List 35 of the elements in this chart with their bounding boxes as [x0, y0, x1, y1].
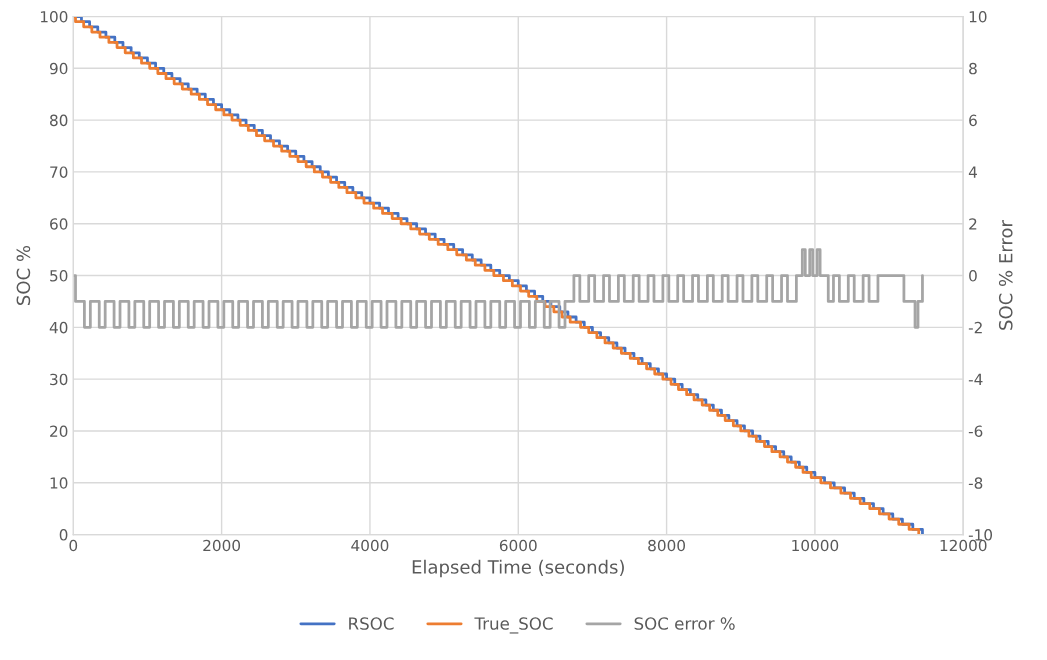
- x-tick-label: 6000: [499, 539, 537, 552]
- y2-tick-label: -10: [968, 529, 993, 541]
- y2-tick-label: 6: [969, 114, 977, 127]
- x-tick-label: 0: [69, 539, 78, 552]
- y-tick-label: 40: [49, 321, 68, 334]
- x-tick-label: 8000: [648, 539, 686, 552]
- y-tick-label: 0: [59, 529, 68, 541]
- y2-tick-label: 8: [969, 62, 977, 75]
- y-tick-label: 20: [50, 425, 68, 437]
- y2-tick-label: 2: [969, 218, 977, 230]
- y-tick-label: 100: [40, 10, 68, 23]
- y-tick-label: 50: [50, 270, 68, 282]
- y-tick-label: 10: [50, 477, 68, 489]
- y-tick-label: 70: [50, 166, 68, 178]
- y2-tick-label: 10: [969, 10, 987, 23]
- y2-tick-label: 4: [968, 166, 977, 178]
- y2-tick-label: -2: [968, 321, 982, 334]
- x-tick-label: 10000: [792, 539, 839, 552]
- legend-label: True_SOC: [474, 617, 553, 634]
- y2-tick-label: -8: [968, 477, 983, 489]
- y-axis-title: SOC %: [16, 245, 31, 305]
- y-tick-label: 60: [50, 218, 68, 230]
- y2-tick-label: -4: [968, 373, 983, 385]
- x-axis-title: Elapsed Time (seconds): [412, 559, 624, 578]
- y2-tick-label: 0: [969, 270, 977, 282]
- x-tick-label: 4000: [351, 539, 389, 552]
- y-tick-label: 30: [50, 373, 68, 386]
- y-tick-label: 90: [49, 62, 68, 75]
- x-tick-label: 2000: [203, 539, 241, 552]
- legend-label: RSOC: [349, 617, 394, 630]
- y2-axis-title: SOC % Error: [998, 220, 1013, 330]
- legend-label: SOC error %: [634, 617, 735, 630]
- x-tick-label: 12000: [940, 539, 987, 552]
- y-tick-label: 80: [50, 114, 68, 127]
- y2-tick-label: -6: [968, 425, 983, 437]
